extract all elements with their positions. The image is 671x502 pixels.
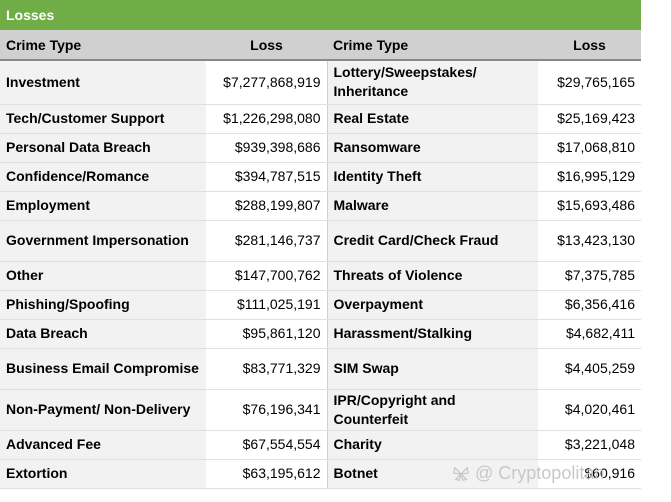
- loss-cell: $29,765,165: [538, 60, 641, 105]
- loss-cell: $4,020,461: [538, 389, 641, 431]
- loss-cell: $83,771,329: [206, 348, 327, 390]
- table-title: Losses: [0, 0, 641, 30]
- crime-type-cell: Charity: [326, 430, 538, 460]
- table-row: Other $147,700,762 Threats of Violence $7,3…: [0, 261, 641, 291]
- crime-type-cell: SIM Swap: [326, 348, 538, 390]
- crime-type-cell: Threats of Violence: [326, 261, 538, 291]
- loss-cell: $15,693,486: [538, 191, 641, 221]
- crime-type-cell: Data Breach: [0, 319, 206, 349]
- crime-type-cell: Phishing/Spoofing: [0, 290, 206, 320]
- table-row: Confidence/Romance $394,787,515 Identity T…: [0, 162, 641, 192]
- crime-type-cell: Overpayment: [326, 290, 538, 320]
- loss-cell: $67,554,554: [206, 430, 327, 460]
- loss-cell: $95,861,120: [206, 319, 327, 349]
- crime-type-cell: Other: [0, 261, 206, 291]
- loss-cell: $147,700,762: [206, 261, 327, 291]
- loss-cell: $7,277,868,919: [206, 60, 327, 105]
- loss-cell: $394,787,515: [206, 162, 327, 192]
- table-row: Non-Payment/ Non-Delivery $76,196,341 IPR/…: [0, 389, 641, 431]
- loss-cell: $1,226,298,080: [206, 104, 327, 134]
- crime-type-cell: Lottery/Sweepstakes/ Inheritance: [326, 60, 538, 105]
- loss-cell: $63,195,612: [206, 459, 327, 489]
- crime-type-cell: Advanced Fee: [0, 430, 206, 460]
- table-row: Business Email Compromise $83,771,329 SIM …: [0, 348, 641, 390]
- loss-cell: $25,169,423: [538, 104, 641, 134]
- table-row: Personal Data Breach $939,398,686 Ransomwa…: [0, 133, 641, 163]
- table-row: Data Breach $95,861,120 Harassment/Stalkin…: [0, 319, 641, 349]
- loss-cell: $7,375,785: [538, 261, 641, 291]
- crime-type-cell: Real Estate: [326, 104, 538, 134]
- crime-type-cell: Identity Theft: [326, 162, 538, 192]
- loss-cell: $76,196,341: [206, 389, 327, 431]
- loss-cell: $17,068,810: [538, 133, 641, 163]
- header-loss-1: Loss: [206, 30, 327, 61]
- loss-cell: $288,199,807: [206, 191, 327, 221]
- crime-type-cell: Business Email Compromise: [0, 348, 206, 390]
- header-crime-type-1: Crime Type: [0, 30, 206, 61]
- table-row: Investment $7,277,868,919 Lottery/Sweepsta…: [0, 60, 641, 105]
- table-row: Advanced Fee $67,554,554 Charity $3,221,048: [0, 430, 641, 460]
- loss-cell: $6,356,416: [538, 290, 641, 320]
- crime-type-cell: Government Impersonation: [0, 220, 206, 262]
- crime-type-cell: IPR/Copyright and Counterfeit: [326, 389, 538, 431]
- crime-type-cell: Malware: [326, 191, 538, 221]
- crime-type-cell: Harassment/Stalking: [326, 319, 538, 349]
- crime-type-cell: Employment: [0, 191, 206, 221]
- header-row: Crime Type Loss Crime Type Loss: [0, 30, 641, 61]
- loss-cell: $3,221,048: [538, 430, 641, 460]
- table-row: Phishing/Spoofing $111,025,191 Overpayment…: [0, 290, 641, 320]
- crime-type-cell: Tech/Customer Support: [0, 104, 206, 134]
- loss-cell: $939,398,686: [206, 133, 327, 163]
- header-crime-type-2: Crime Type: [327, 30, 538, 61]
- loss-cell: $4,405,259: [538, 348, 641, 390]
- header-loss-2: Loss: [538, 30, 641, 61]
- crime-type-cell: Non-Payment/ Non-Delivery: [0, 389, 206, 431]
- loss-cell: $4,682,411: [538, 319, 641, 349]
- crime-type-cell: Personal Data Breach: [0, 133, 206, 163]
- crime-type-cell: Extortion: [0, 459, 206, 489]
- table-body: Investment $7,277,868,919 Lottery/Sweepsta…: [0, 60, 641, 489]
- crime-type-cell: Credit Card/Check Fraud: [326, 220, 538, 262]
- losses-table: Crime Type Loss Crime Type Loss Investme…: [0, 30, 641, 489]
- loss-cell: $13,423,130: [538, 220, 641, 262]
- table-row: Government Impersonation $281,146,737 Cred…: [0, 220, 641, 262]
- table-row: Employment $288,199,807 Malware $15,693,486: [0, 191, 641, 221]
- table-row: Tech/Customer Support $1,226,298,080 Real …: [0, 104, 641, 134]
- loss-cell: $16,995,129: [538, 162, 641, 192]
- loss-cell: $60,916: [538, 459, 641, 489]
- loss-cell: $281,146,737: [206, 220, 327, 262]
- loss-cell: $111,025,191: [206, 290, 327, 320]
- crime-type-cell: Confidence/Romance: [0, 162, 206, 192]
- table-row: Extortion $63,195,612 Botnet $60,916: [0, 459, 641, 489]
- crime-type-cell: Botnet: [326, 459, 538, 489]
- crime-type-cell: Ransomware: [326, 133, 538, 163]
- crime-type-cell: Investment: [0, 60, 206, 105]
